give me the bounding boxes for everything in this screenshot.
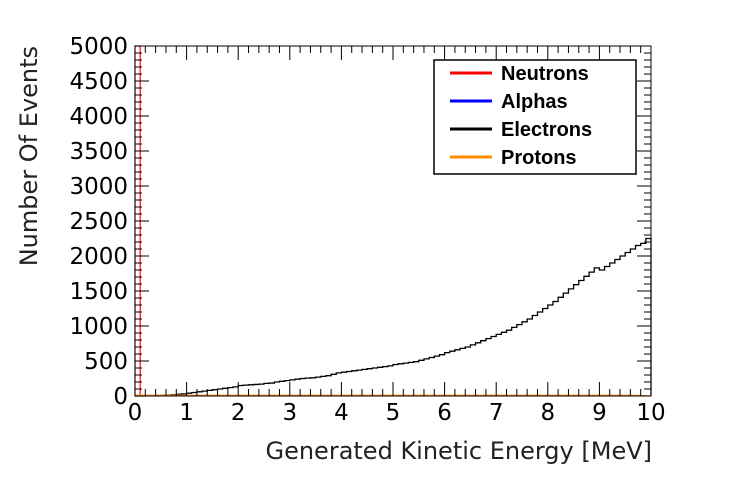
x-tick-label: 0 (128, 400, 143, 426)
series-electrons (135, 237, 652, 397)
legend-box (433, 59, 637, 175)
legend-label-protons: Protons (501, 147, 577, 169)
y-axis-tick-labels: 0 500 1000 1500 2000 2500 3000 3500 4000 4500 5000 (69, 34, 128, 410)
y-tick-label: 2500 (69, 209, 128, 235)
x-tick-label: 7 (489, 400, 504, 426)
legend-label-neutrons: Neutrons (501, 63, 589, 85)
x-tick-label: 5 (386, 400, 401, 426)
y-tick-label: 0 (113, 384, 128, 410)
x-tick-label: 1 (179, 400, 194, 426)
y-tick-label: 3000 (69, 174, 128, 200)
x-tick-label: 3 (282, 400, 297, 426)
x-tick-label: 9 (592, 400, 607, 426)
x-tick-label: 6 (437, 400, 452, 426)
x-axis-tick-labels: 0 1 2 3 4 5 6 7 8 9 10 (128, 400, 666, 426)
y-tick-label: 2000 (69, 244, 128, 270)
y-tick-label: 5000 (69, 34, 128, 60)
x-tick-label: 2 (231, 400, 246, 426)
y-tick-label: 4500 (69, 69, 128, 95)
y-axis-title: Number Of Events (15, 46, 43, 266)
x-axis-title: Generated Kinetic Energy [MeV] (265, 437, 652, 465)
y-tick-label: 1000 (69, 314, 128, 340)
x-tick-label: 10 (636, 400, 665, 426)
x-tick-label: 4 (334, 400, 349, 426)
y-tick-label: 500 (84, 349, 128, 375)
axis-ticks (134, 45, 652, 397)
legend-label-electrons: Electrons (501, 119, 592, 141)
legend-label-alphas: Alphas (501, 91, 568, 113)
y-tick-label: 4000 (69, 104, 128, 130)
y-tick-label: 1500 (69, 279, 128, 305)
histogram-line-electrons (135, 237, 652, 397)
legend: Neutrons Alphas Electrons Protons (433, 59, 637, 175)
y-tick-label: 3500 (69, 139, 128, 165)
x-tick-label: 8 (540, 400, 555, 426)
